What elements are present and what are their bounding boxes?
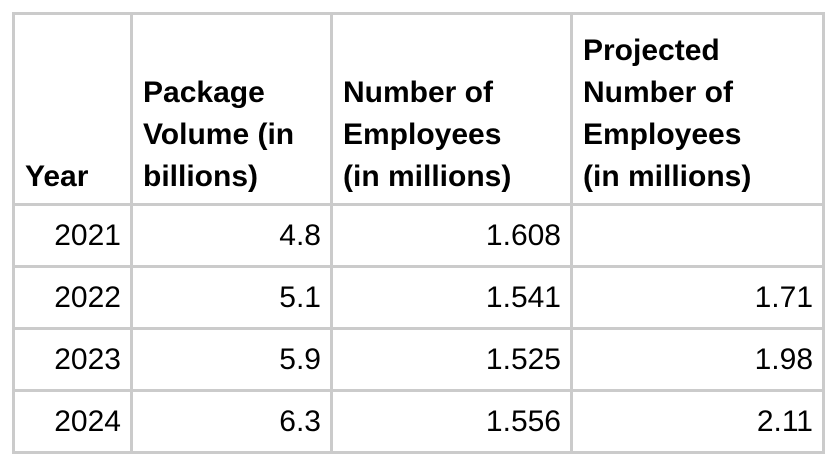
table-row-2022: 2022 5.1 1.541 1.71 bbox=[12, 265, 825, 330]
header-year: Year bbox=[12, 12, 133, 206]
table-row-2024: 2024 6.3 1.556 2.11 bbox=[12, 389, 825, 454]
cell-employees: 1.525 bbox=[330, 327, 573, 392]
header-projected-employees: Projected Number of Employees (in millio… bbox=[570, 12, 825, 206]
cell-year: 2024 bbox=[12, 389, 133, 454]
cell-year: 2021 bbox=[12, 203, 133, 268]
cell-package-volume: 4.8 bbox=[130, 203, 333, 268]
cell-year: 2022 bbox=[12, 265, 133, 330]
cell-projected-employees: 1.71 bbox=[570, 265, 825, 330]
table-row-2021: 2021 4.8 1.608 bbox=[12, 203, 825, 268]
cell-projected-employees: 2.11 bbox=[570, 389, 825, 454]
cell-package-volume: 5.1 bbox=[130, 265, 333, 330]
cell-employees: 1.541 bbox=[330, 265, 573, 330]
header-package-volume: Package Volume (in billions) bbox=[130, 12, 333, 206]
cell-projected-employees: 1.98 bbox=[570, 327, 825, 392]
table-row-2023: 2023 5.9 1.525 1.98 bbox=[12, 327, 825, 392]
cell-package-volume: 6.3 bbox=[130, 389, 333, 454]
cell-projected-employees bbox=[570, 203, 825, 268]
header-employees: Number of Employees (in millions) bbox=[330, 12, 573, 206]
cell-package-volume: 5.9 bbox=[130, 327, 333, 392]
cell-employees: 1.608 bbox=[330, 203, 573, 268]
header-row: Year Package Volume (in billions) Number… bbox=[12, 12, 825, 206]
data-table: Year Package Volume (in billions) Number… bbox=[12, 12, 825, 454]
cell-employees: 1.556 bbox=[330, 389, 573, 454]
cell-year: 2023 bbox=[12, 327, 133, 392]
